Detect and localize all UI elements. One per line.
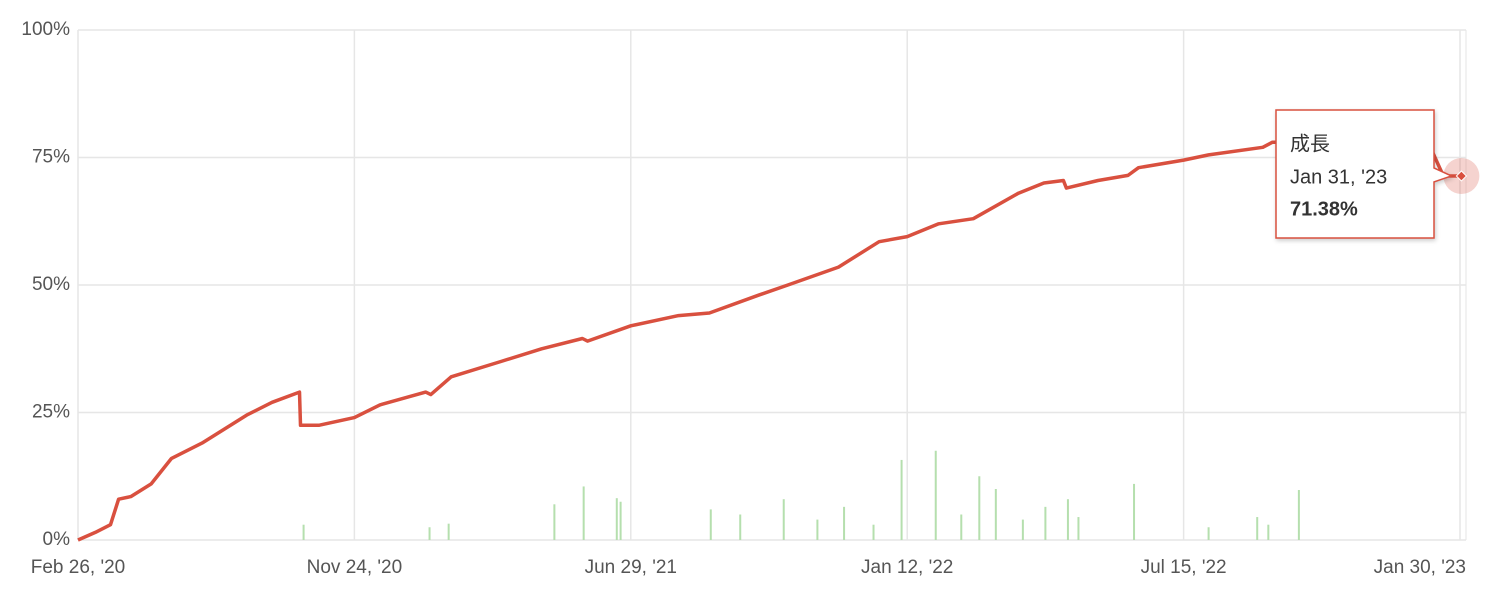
y-tick-label: 50%: [32, 274, 70, 295]
bar: [994, 489, 997, 540]
tooltip-series: 成長: [1290, 132, 1330, 155]
tooltip-value: 71.38%: [1290, 198, 1358, 220]
bar: [1297, 490, 1300, 540]
tooltip-date: Jan 31, '23: [1290, 166, 1387, 188]
bar: [843, 506, 846, 540]
bar: [582, 486, 585, 540]
bar: [960, 514, 963, 540]
tooltip-marker: [1455, 170, 1468, 182]
y-tick-label: 100%: [21, 19, 70, 40]
y-tick-label: 0%: [43, 529, 71, 550]
tooltip: 成長 Jan 31, '23 71.38%: [1290, 132, 1387, 220]
bar: [1207, 527, 1210, 540]
x-tick-label: Jan 30, '23: [1374, 557, 1466, 578]
x-tick-label: Jan 12, '22: [861, 557, 953, 578]
x-tick-label: Nov 24, '20: [307, 557, 403, 578]
y-tick-label: 75%: [32, 147, 70, 168]
x-tick-label: Feb 26, '20: [31, 557, 125, 578]
line-series: [77, 140, 1462, 542]
bar: [553, 504, 556, 540]
bar: [1066, 499, 1069, 540]
bar: [1133, 483, 1136, 540]
bar: [978, 476, 981, 540]
bar: [302, 524, 305, 540]
bar: [1256, 517, 1259, 540]
bar: [1077, 517, 1080, 540]
y-tick-label: 25%: [32, 402, 70, 423]
bar: [900, 459, 903, 540]
bar: [447, 523, 450, 540]
bar: [739, 514, 742, 540]
bar: [934, 450, 937, 540]
x-tick-label: Jun 29, '21: [585, 557, 677, 578]
bar: [428, 527, 431, 540]
bar: [872, 524, 875, 540]
bar: [619, 501, 622, 540]
bar: [1044, 506, 1047, 540]
bar: [782, 499, 785, 540]
bar: [1021, 519, 1024, 540]
bar: [615, 498, 618, 540]
bar: [709, 509, 712, 540]
tooltip-box: [1275, 109, 1454, 239]
x-tick-label: Jul 15, '22: [1141, 557, 1227, 578]
bar: [816, 519, 819, 540]
bar: [1267, 524, 1270, 540]
